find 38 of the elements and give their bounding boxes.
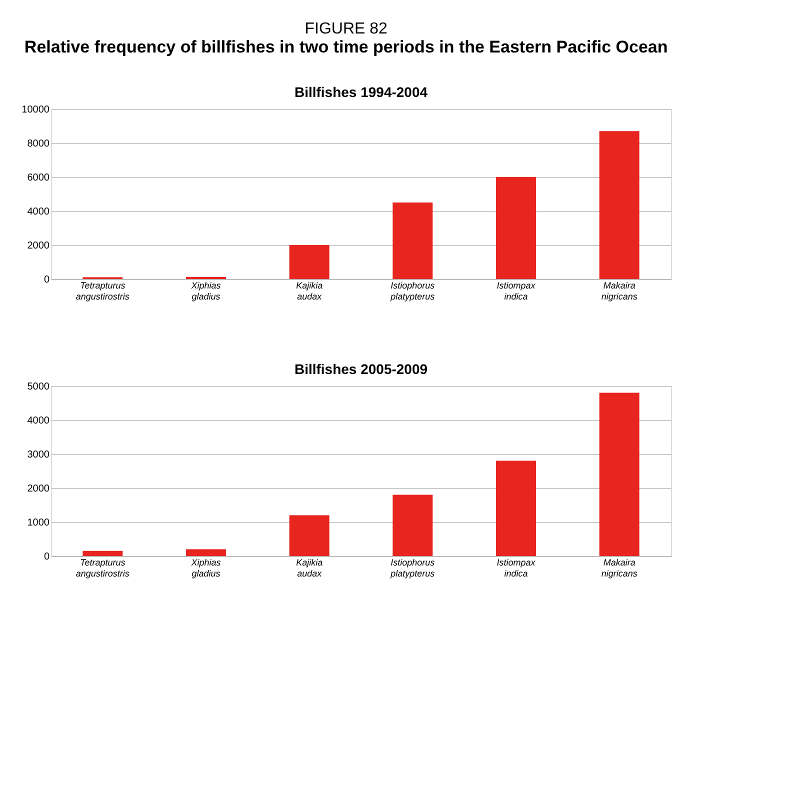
text: Relative frequency of billfishes in two time periods in the Eastern Pacific Ocean bbox=[24, 38, 668, 56]
bar bbox=[599, 392, 640, 556]
x-tick-label: Istiophorus platypterus bbox=[390, 558, 436, 578]
y-tick-label: 2000 bbox=[27, 240, 50, 252]
bar bbox=[392, 494, 433, 556]
y-tick-label: 0 bbox=[44, 552, 50, 562]
bar bbox=[496, 177, 536, 279]
x-tick-label: Kajikia audax bbox=[296, 558, 323, 578]
bar bbox=[496, 460, 536, 556]
bar bbox=[82, 550, 123, 556]
y-tick-label: 1000 bbox=[27, 518, 50, 528]
bar bbox=[599, 131, 640, 279]
y-tick-label: 2000 bbox=[27, 484, 50, 494]
bar bbox=[186, 549, 226, 556]
x-tick-label: Kajikia audax bbox=[296, 280, 323, 302]
y-tick-label: 8000 bbox=[27, 138, 50, 150]
y-tick-label: 0 bbox=[44, 274, 50, 286]
bar bbox=[392, 202, 433, 279]
y-tick-label: 4000 bbox=[27, 416, 50, 426]
chart-title: Billfishes 2005-2009 bbox=[294, 361, 428, 377]
x-tick-label: Istiophorus platypterus bbox=[390, 280, 436, 302]
x-tick-label: Makaira nigricans bbox=[601, 280, 638, 302]
caption: FIGURE 82 bbox=[304, 20, 388, 38]
x-tick-label: Xiphias gladius bbox=[190, 558, 222, 578]
x-tick-label: Tetrapturus angustirostris bbox=[76, 280, 130, 302]
x-tick-label: Makaira nigricans bbox=[601, 558, 638, 578]
y-tick-label: 3000 bbox=[27, 450, 50, 460]
bar bbox=[289, 515, 330, 556]
y-tick-label: 5000 bbox=[27, 382, 50, 392]
bar bbox=[289, 245, 330, 279]
x-tick-label: Xiphias gladius bbox=[190, 280, 222, 302]
x-tick-label: Istiompax indica bbox=[496, 280, 536, 302]
y-tick-label: 10000 bbox=[22, 104, 50, 116]
y-tick-label: 4000 bbox=[27, 206, 50, 218]
x-tick-label: Tetrapturus angustirostris bbox=[76, 558, 130, 578]
x-tick-label: Istiompax indica bbox=[496, 558, 536, 578]
y-tick-label: 6000 bbox=[27, 172, 50, 184]
chart-title: Billfishes 1994-2004 bbox=[294, 84, 428, 100]
